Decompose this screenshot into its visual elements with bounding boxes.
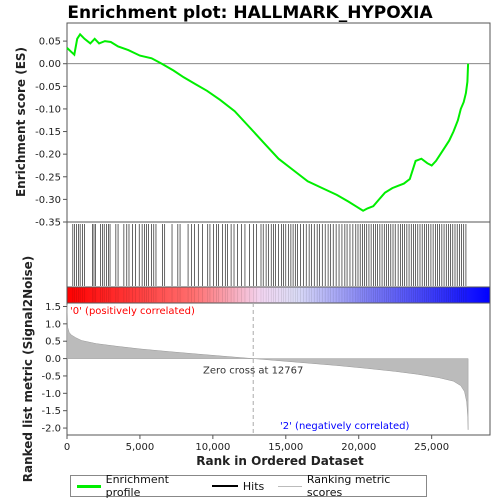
x-tick-label: 25,000 (414, 442, 449, 453)
metric-y-tick-label: -0.5 (41, 371, 61, 382)
es-y-tick-label: 0.05 (39, 37, 61, 48)
metric-y-tick-label: 1.0 (45, 319, 61, 330)
chart-legend: Enrichment profile Hits Ranking metric s… (70, 473, 427, 499)
legend-swatch-enrichment (77, 484, 101, 488)
es-y-tick-label: -0.25 (35, 172, 61, 183)
es-y-axis-label: Enrichment score (ES) (14, 47, 28, 197)
ranking-metric-area (66, 304, 469, 430)
x-tick-label: 0 (64, 442, 70, 453)
rank-color-bar (66, 286, 491, 304)
es-y-ticks: 0.05 0.00 -0.05 -0.10 -0.15 -0.20 -0.25 -0.30 -0… (35, 37, 67, 229)
es-panel: 0.05 0.00 -0.05 -0.10 -0.15 -0.20 -0.25 -0.30 -0… (14, 22, 491, 229)
es-y-tick-label: -0.35 (35, 218, 61, 229)
legend-entry-enrichment-profile: Enrichment profile (77, 473, 198, 499)
x-axis-ticks: 0 5,000 10,000 15,000 20,000 25,000 (64, 435, 449, 453)
es-y-tick-label: -0.20 (35, 150, 61, 161)
legend-label-ranking: Ranking metric scores (306, 473, 391, 499)
x-tick-label: 5,000 (126, 442, 155, 453)
metric-y-tick-label: 0.5 (45, 337, 61, 348)
hit-lines (72, 224, 467, 286)
rank-bar-ticks (72, 288, 467, 302)
metric-panel: Zero cross at 12767 '0' (positively corr… (21, 256, 491, 483)
x-tick-label: 20,000 (341, 442, 376, 453)
metric-y-tick-label: -1.5 (41, 406, 61, 417)
legend-swatch-ranking (278, 485, 302, 487)
hits-panel (66, 221, 491, 288)
negative-correlation-label: '2' (negatively correlated) (280, 421, 409, 432)
x-tick-label: 10,000 (195, 442, 230, 453)
chart-title: Enrichment plot: HALLMARK_HYPOXIA (67, 3, 433, 23)
x-tick-label: 15,000 (268, 442, 303, 453)
metric-y-tick-label: -2.0 (41, 424, 61, 435)
x-axis-label: Rank in Ordered Dataset (196, 454, 364, 468)
metric-y-ticks: 1.5 1.0 0.5 0.0 -0.5 -1.0 -1.5 -2.0 (41, 302, 67, 435)
metric-y-tick-label: 1.5 (45, 302, 61, 313)
legend-label-hits: Hits (242, 479, 265, 493)
zero-cross-label: Zero cross at 12767 (203, 366, 303, 377)
legend-entry-ranking-metric: Ranking metric scores (278, 473, 418, 499)
es-y-tick-label: -0.05 (35, 82, 61, 93)
legend-entry-hits: Hits (211, 479, 265, 493)
es-y-tick-label: -0.30 (35, 195, 61, 206)
es-y-tick-label: 0.00 (39, 59, 61, 70)
metric-panel-frame (66, 302, 491, 436)
enrichment-profile-line (66, 32, 470, 212)
metric-y-tick-label: -1.0 (41, 389, 61, 400)
positive-correlation-label: '0' (positively correlated) (70, 306, 195, 317)
es-y-tick-label: -0.10 (35, 104, 61, 115)
metric-y-axis-label: Ranked list metric (Signal2Noise) (21, 256, 35, 483)
es-y-tick-label: -0.15 (35, 127, 61, 138)
metric-y-tick-label: 0.0 (45, 354, 61, 365)
legend-label-enrichment: Enrichment profile (105, 473, 169, 499)
es-panel-frame (66, 22, 491, 223)
legend-swatch-hits (211, 485, 238, 487)
